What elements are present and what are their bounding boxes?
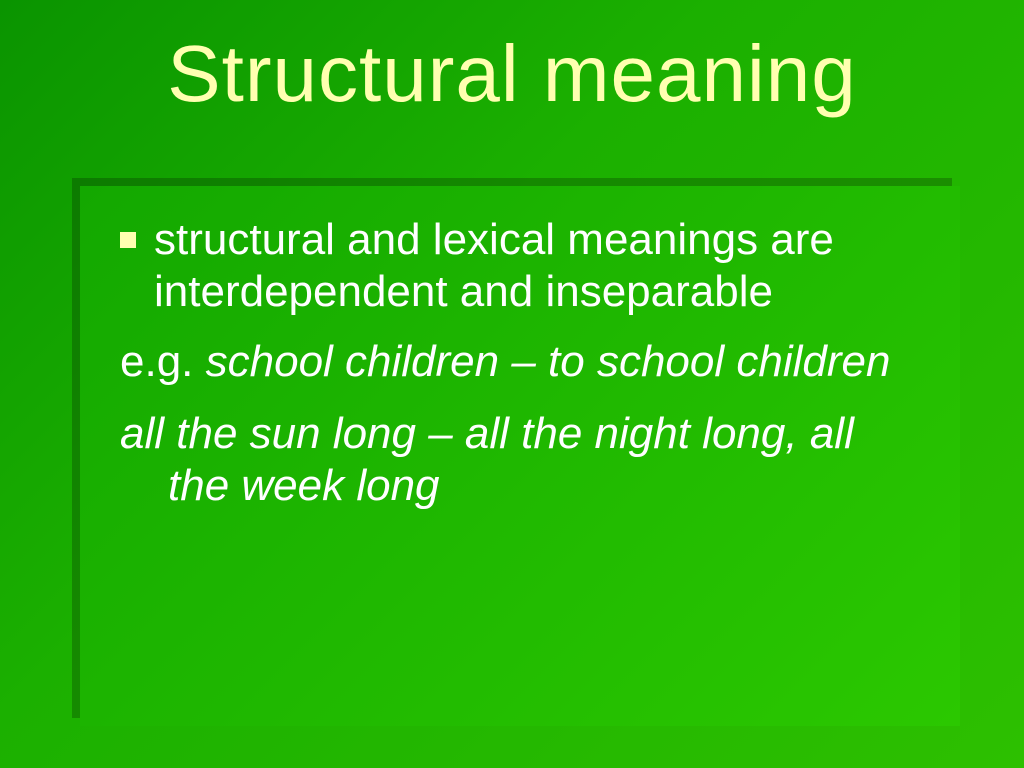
content-panel: structural and lexical meanings are inte… bbox=[80, 186, 960, 726]
slide-title: Structural meaning bbox=[0, 28, 1024, 120]
bullet-item-1: structural and lexical meanings are inte… bbox=[120, 214, 920, 318]
square-bullet-icon bbox=[120, 232, 136, 248]
example-line-2: all the sun long – all the night long, a… bbox=[120, 408, 920, 512]
example-text-1: school children – to school children bbox=[206, 337, 891, 386]
example-line-1: e.g. school children – to school childre… bbox=[120, 336, 920, 388]
bullet-text-1: structural and lexical meanings are inte… bbox=[154, 214, 920, 318]
example-prefix: e.g. bbox=[120, 337, 206, 386]
